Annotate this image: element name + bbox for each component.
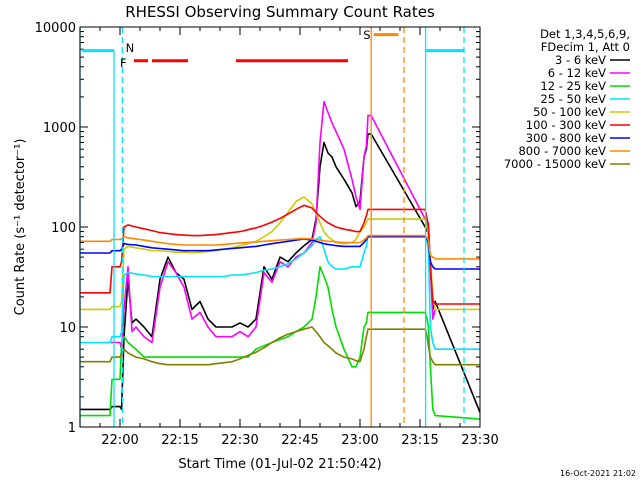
y-axis-label: Count Rate (s⁻¹ detector⁻¹) — [13, 139, 28, 316]
state-marker-label: F — [120, 56, 127, 70]
x-tick-label: 22:30 — [221, 433, 258, 448]
legend-entry-label: 800 - 7000 keV — [518, 144, 606, 158]
series-line-2 — [110, 100, 436, 351]
legend-header-line: FDecim 1, Att 0 — [541, 40, 630, 54]
legend-entry-label: 100 - 300 keV — [526, 118, 606, 132]
chart-legend: Det 1,3,4,5,6,9,FDecim 1, Att 03 - 6 keV… — [504, 27, 630, 171]
plot-frame — [79, 26, 481, 428]
legend-entry-label: 12 - 25 keV — [540, 79, 606, 93]
y-tick-label: 10 — [59, 321, 76, 336]
chart-title: RHESSI Observing Summary Count Rates — [125, 3, 435, 21]
series-line-3 — [80, 265, 481, 420]
y-tick-label: 100 — [51, 221, 76, 236]
series-line-6 — [80, 204, 480, 305]
x-tick-label: 22:15 — [161, 433, 198, 448]
x-tick-label: 23:00 — [341, 433, 378, 448]
y-tick-label: 10000 — [35, 21, 76, 36]
x-tick-label: 22:00 — [101, 433, 138, 448]
series-line-9 — [80, 326, 480, 366]
series-line-5 — [80, 196, 480, 311]
legend-header-line: Det 1,3,4,5,6,9, — [540, 27, 630, 41]
state-marker-label: N — [126, 41, 135, 55]
x-tick-label: 23:30 — [461, 433, 498, 448]
footer-timestamp: 16-Oct-2021 21:02 — [560, 469, 636, 478]
y-tick-label: 1 — [68, 421, 76, 436]
x-tick-label: 22:45 — [281, 433, 318, 448]
y-tick-label: 1000 — [43, 121, 76, 136]
legend-entry-label: 6 - 12 keV — [548, 66, 606, 80]
chart-axes: 22:00 22:15 22:30 22:45 23:00 23:15 23:30 1 10 10… — [35, 21, 499, 448]
x-tick-label: 23:15 — [401, 433, 438, 448]
x-axis-label: Start Time (01-Jul-02 21:50:42) — [178, 457, 381, 472]
chart-series-group — [80, 100, 481, 420]
series-line-4 — [80, 235, 480, 351]
legend-entry-label: 50 - 100 keV — [533, 105, 606, 119]
legend-entry-label: 7000 - 15000 keV — [504, 157, 606, 171]
legend-entry-label: 25 - 50 keV — [540, 92, 606, 106]
legend-entry-label: 3 - 6 keV — [555, 53, 606, 67]
series-line-8 — [80, 234, 480, 260]
state-marker-label: S — [363, 28, 370, 42]
legend-entry-label: 300 - 800 keV — [526, 131, 606, 145]
